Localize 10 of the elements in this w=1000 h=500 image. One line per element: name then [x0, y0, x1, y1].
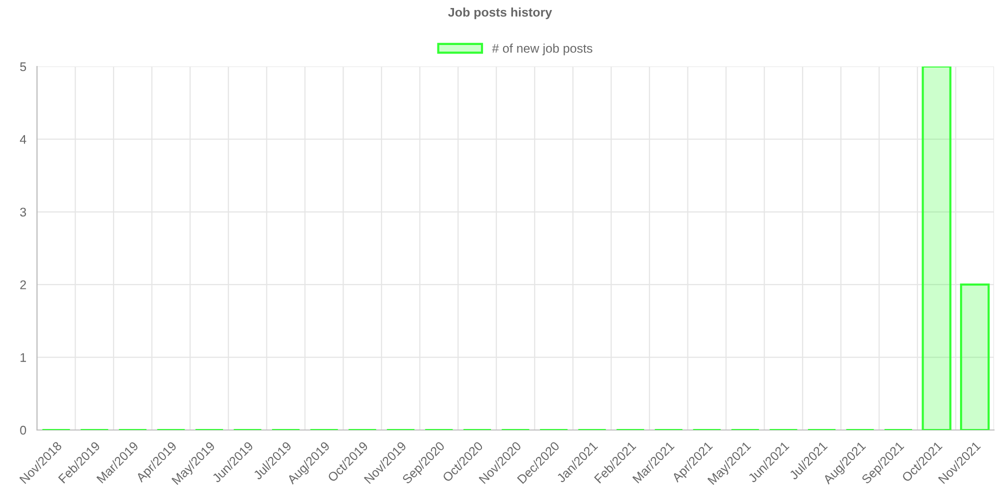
bar: [960, 284, 990, 430]
y-tick-label: 5: [20, 62, 26, 72]
bar: [922, 66, 952, 430]
legend-label: # of new job posts: [492, 44, 592, 56]
y-tick-label: 0: [20, 426, 26, 435]
y-tick-label: 3: [20, 208, 26, 217]
y-tick-label: 1: [20, 353, 26, 362]
y-tick-label: 4: [20, 135, 26, 144]
y-tick-label: 2: [20, 280, 26, 290]
chart-title: Job posts history: [448, 8, 552, 20]
